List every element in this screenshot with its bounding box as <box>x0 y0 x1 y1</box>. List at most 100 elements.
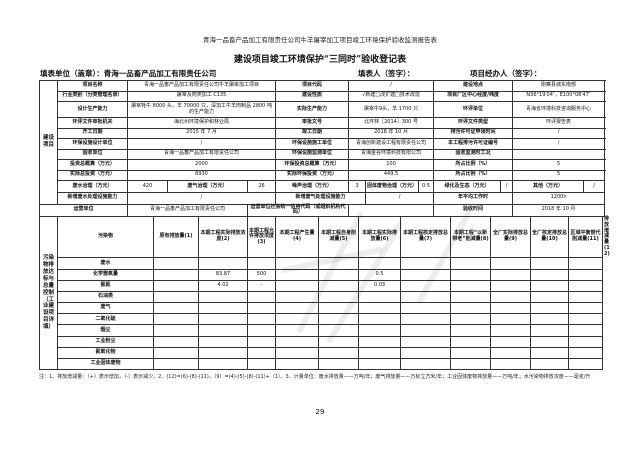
field-value: 449.5 <box>348 169 435 181</box>
pollutant-value <box>358 346 402 360</box>
form-body: 建设项目 项目名称 青海一品畜产品加工有限责任公司牛羊屠宰加工项目 项目代码 / 建设地点… <box>39 80 610 382</box>
pollutant-value <box>568 358 604 371</box>
pollutant-value <box>530 346 570 360</box>
pollutant-value <box>400 268 452 281</box>
field-value: 0.5 <box>418 180 435 193</box>
pollutant-value <box>275 324 320 337</box>
pollutant-value <box>247 257 277 270</box>
pollutant-value: 500 <box>247 268 277 281</box>
table-row: 验收单位 青海一品畜产品加工有限责任公司 环保设施监测单位 青海金谷环境科技有限公司验… <box>40 148 606 160</box>
pollutant-value <box>198 358 249 371</box>
pollutant-value <box>318 279 360 292</box>
field-label: 本工程排污许可证编号 <box>433 138 514 150</box>
field-label: 新增废水处理设施能力 <box>57 191 128 205</box>
field-label: 年平均工作时 <box>433 191 514 205</box>
table-row: 行业类别（分类管理名录） 屠宰及肉类加工 C135 建设性质 √新建□改扩建□技术改造… <box>40 90 606 102</box>
field-label: 项目代码 <box>275 80 350 92</box>
pollutant-value <box>318 324 360 337</box>
field-value: / <box>512 127 606 139</box>
field-label: 新增废气处理设施能力 <box>275 191 367 205</box>
filler-unit: 填表单位（盖章）：青海一品畜产品加工有限责任公司 <box>40 69 217 78</box>
field-value: 北环林［2014］300 号 <box>348 117 435 129</box>
pollutant-name: 废气 <box>56 302 155 315</box>
pollutant-name: 烟尘 <box>56 324 155 337</box>
column-header: 本期工程核定排放总量(7) <box>400 216 452 259</box>
field-label: 行业类别（分类管理名录） <box>57 90 128 102</box>
field-value: N36°19′04″，E100°08′47″ <box>512 90 606 102</box>
field-label: 环保投资总概算（万元） <box>275 159 350 171</box>
pollutant-row: 烟尘 <box>40 324 604 337</box>
pollutant-value <box>530 257 570 270</box>
section-label-pollutants: 污染物排放达标与总量控制（工业建设项目详填） <box>39 216 58 371</box>
pollutant-value <box>275 358 320 371</box>
field-value: 1200h <box>512 191 606 205</box>
field-value: √新建□改扩建□技术改造 <box>348 90 435 102</box>
treatment-investment-row: 废水治理（万元） 420 废气治理（万元） 26 噪声治理（万元） 3 固体废物治理（万元）… <box>40 180 606 193</box>
pollutant-row: 化学需氧量 83.87 500 0.5 <box>40 268 604 281</box>
field-label: 其他（万元） <box>512 180 585 193</box>
pollutant-value <box>530 335 570 348</box>
pollutant-value <box>568 335 604 348</box>
field-label: 所占比例（%） <box>433 169 514 181</box>
field-value <box>512 148 606 160</box>
field-value: 8930 <box>126 169 277 181</box>
column-header: 区域平衡替代削减量(11) <box>568 216 604 259</box>
field-value <box>348 203 435 218</box>
pollutant-value <box>318 335 360 348</box>
operator-row: 运营单位 青海一品畜产品加工有限责任公司 运营单位社会统一信用代码（或组织机构代码）… <box>39 203 606 218</box>
pollutant-value <box>247 313 277 326</box>
pollutant-value <box>247 346 277 360</box>
field-label: 实际环保投资（万元） <box>275 169 350 181</box>
field-value: 屠宰牛9头，羊 1700 只 <box>348 101 435 118</box>
pollutant-value <box>247 324 277 337</box>
field-label: 验收单位 <box>57 148 128 160</box>
pollutant-value <box>153 335 200 348</box>
pollutant-value <box>490 257 532 270</box>
pollutant-value <box>400 346 452 360</box>
pollutant-value <box>568 346 604 360</box>
pollutant-value <box>400 313 452 326</box>
field-label: 投资总概算（万元） <box>57 159 128 171</box>
pollutant-value: 83.87 <box>198 268 249 281</box>
table-row: 环保设施设计单位 / 环保设施施工单位 青海创新建设工程有限责任公司 本工程排污许可证编… <box>40 138 606 150</box>
pollutant-value <box>358 302 402 315</box>
field-value: 2018 年 10 月 <box>348 127 435 139</box>
field-value: 3 <box>348 180 367 193</box>
pollutant-value <box>198 313 249 326</box>
field-value: 2018 年 10 月 <box>512 203 606 218</box>
field-label: 废水治理（万元） <box>57 180 128 193</box>
pollutant-value <box>450 257 492 270</box>
column-header: 本期工程实际排放量(6) <box>358 216 402 259</box>
pollutant-value <box>358 257 402 270</box>
field-label: 环保设施施工单位 <box>275 138 350 150</box>
pollutant-value <box>153 358 200 371</box>
pollutant-value <box>450 268 492 281</box>
pollutant-row: 氮氧化物 <box>40 346 604 360</box>
pollutant-name: 工业固体废物 <box>56 358 155 371</box>
pollutant-value <box>400 279 452 292</box>
pollutant-value <box>198 290 249 304</box>
pollutant-row: 工业粉尘 <box>40 335 604 348</box>
pollutant-value <box>530 279 570 292</box>
field-label: 环评文件审批机关 <box>57 117 128 129</box>
pollutant-value <box>400 335 452 348</box>
field-label: 实际总投资（万元） <box>57 169 128 181</box>
pollutant-value <box>318 290 360 304</box>
field-label: 环保设施设计单位 <box>57 138 128 150</box>
pollutant-value: - <box>247 279 277 292</box>
pollutant-value <box>400 302 452 315</box>
pollutant-value: 4.02 <box>198 279 249 292</box>
pollutant-value <box>568 257 604 270</box>
pollutant-value <box>450 290 492 304</box>
pollutant-value <box>400 257 452 270</box>
pollutant-value <box>530 358 570 371</box>
column-header: 本期工程自身削减量(5) <box>318 216 360 259</box>
form-title: 建设项目竣工环境保护“三同时”验收登记表 <box>233 55 407 65</box>
pollutant-value <box>318 346 360 360</box>
field-value: 青海省环境科技咨询服务中心 <box>512 101 606 118</box>
field-value: / <box>583 180 606 193</box>
field-label: 建设地点 <box>433 80 514 92</box>
pollutant-value <box>198 346 249 360</box>
pollutant-value <box>450 302 492 315</box>
field-value: 海北州环境保护和林业局 <box>126 117 277 129</box>
